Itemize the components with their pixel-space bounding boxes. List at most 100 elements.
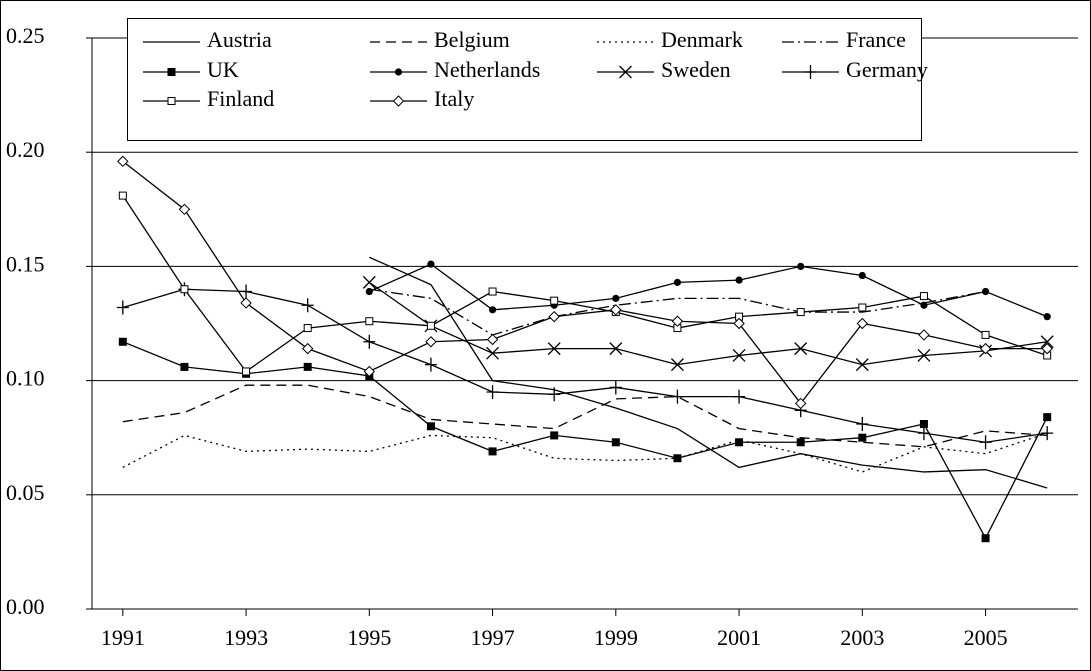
marker [856, 317, 869, 330]
marker [550, 431, 559, 440]
marker [547, 342, 561, 356]
marker [1041, 426, 1054, 441]
legend-label: Italy [434, 86, 474, 111]
marker [118, 191, 127, 200]
series-line [122, 195, 1048, 373]
marker [610, 304, 622, 316]
marker [1043, 313, 1051, 321]
marker [426, 422, 435, 431]
marker [167, 97, 176, 105]
marker [735, 276, 743, 284]
x-tick-label: 2003 [840, 625, 884, 650]
marker [797, 262, 805, 270]
series-line [122, 288, 1048, 443]
marker [981, 534, 990, 543]
marker [611, 438, 620, 447]
marker [1043, 413, 1052, 422]
marker [919, 419, 928, 428]
marker [424, 357, 437, 372]
x-tick-label: 1999 [594, 625, 638, 650]
legend: Austria Belgium Denmark France UK Netherlands… [143, 27, 928, 111]
marker [858, 433, 867, 442]
marker [301, 342, 314, 355]
x-tick-label: 1997 [471, 625, 515, 650]
marker [242, 367, 251, 376]
marker [425, 336, 437, 348]
marker [671, 389, 684, 404]
marker [548, 387, 561, 402]
legend-label: Sweden [661, 57, 731, 82]
marker [301, 298, 314, 313]
marker [612, 294, 620, 302]
marker [917, 426, 930, 441]
marker [796, 438, 805, 447]
x-tick-label: 1993 [224, 625, 268, 650]
marker [180, 362, 189, 371]
legend-label: Finland [207, 86, 274, 111]
legend-label: Netherlands [434, 57, 540, 82]
marker [732, 349, 746, 362]
marker [240, 297, 252, 309]
marker [363, 365, 376, 378]
marker [392, 95, 405, 107]
marker [919, 292, 928, 301]
legend-label: Austria [207, 27, 272, 52]
marker [1040, 335, 1054, 349]
y-tick-label: 0.15 [6, 251, 45, 276]
marker [794, 397, 807, 410]
marker [550, 296, 559, 305]
marker [981, 330, 990, 339]
marker [486, 333, 499, 346]
marker [671, 315, 684, 327]
marker [609, 380, 622, 395]
legend-label: France [846, 27, 906, 52]
marker [117, 155, 129, 168]
marker [735, 438, 744, 447]
legend-box [127, 18, 922, 141]
marker [804, 65, 817, 79]
marker [794, 342, 808, 356]
y-tick-label: 0.20 [6, 137, 45, 162]
marker [167, 68, 176, 76]
series-line [368, 281, 1048, 366]
marker [856, 416, 869, 431]
y-tick-label: 0.25 [6, 23, 45, 48]
legend-label: Belgium [434, 27, 510, 52]
marker [488, 306, 497, 314]
marker [362, 275, 376, 289]
marker [488, 447, 497, 456]
marker [427, 260, 435, 268]
x-tick-label: 1995 [347, 625, 391, 650]
marker [426, 321, 435, 330]
marker [609, 342, 623, 356]
marker [363, 334, 376, 349]
marker [917, 349, 931, 362]
marker [548, 310, 560, 323]
legend-label: Denmark [661, 27, 743, 52]
x-tick-label: 1991 [101, 625, 145, 650]
series-line [122, 341, 1048, 540]
marker [619, 65, 632, 79]
series-line [122, 432, 1048, 473]
y-tick-label: 0.10 [6, 366, 45, 391]
marker [733, 389, 746, 404]
y-tick-label: 0.00 [6, 594, 45, 619]
marker [981, 287, 990, 296]
marker [488, 287, 497, 296]
marker [486, 385, 499, 400]
series-line [122, 384, 1048, 448]
series-line [369, 256, 1048, 489]
marker [858, 303, 867, 312]
marker [918, 329, 930, 341]
marker [979, 342, 992, 355]
x-tick-label: 2001 [717, 625, 761, 650]
marker [670, 358, 684, 372]
marker [979, 435, 992, 450]
marker [920, 301, 928, 309]
marker [303, 324, 312, 333]
marker [365, 287, 373, 296]
marker [180, 285, 189, 294]
marker [365, 317, 374, 326]
marker [733, 317, 745, 330]
